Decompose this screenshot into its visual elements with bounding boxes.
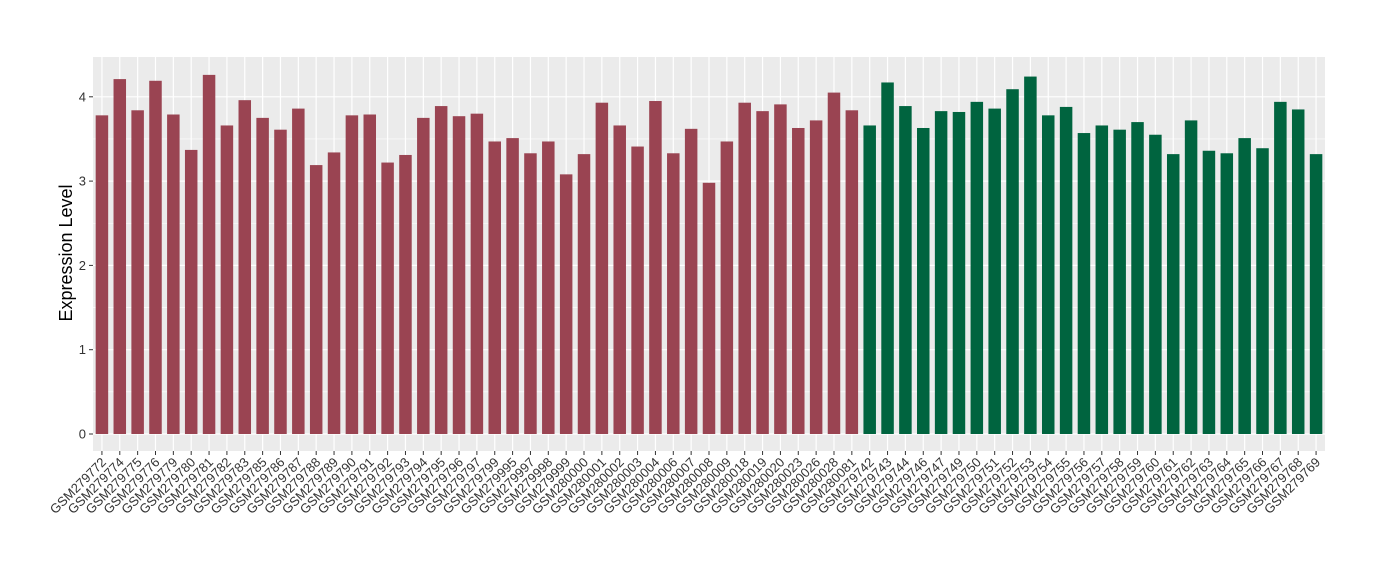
bar	[1077, 133, 1091, 434]
bar	[220, 125, 234, 434]
y-tick-label: 1	[79, 342, 86, 357]
y-tick-label: 3	[79, 174, 86, 189]
bar	[381, 162, 394, 434]
bar	[756, 111, 769, 435]
bar	[327, 152, 341, 435]
bar	[292, 108, 305, 435]
y-axis: 0 1 2 3 4	[79, 89, 93, 442]
bar	[470, 113, 484, 434]
bar	[934, 111, 948, 435]
bar	[274, 129, 287, 434]
bars	[95, 74, 1323, 435]
bar	[595, 102, 609, 435]
bar	[863, 125, 876, 434]
bar	[1309, 154, 1323, 434]
bar	[881, 82, 894, 435]
bar	[613, 125, 626, 434]
bar	[256, 117, 269, 434]
bar	[667, 153, 680, 434]
bar	[452, 116, 466, 435]
bar	[131, 110, 144, 435]
bar	[952, 111, 966, 434]
bar	[113, 79, 127, 435]
bar	[1220, 153, 1234, 434]
bar	[184, 149, 198, 434]
bar	[417, 117, 430, 434]
bar	[720, 141, 734, 434]
bar	[1059, 106, 1073, 434]
bar	[845, 110, 859, 435]
bar	[1131, 122, 1144, 434]
bar	[434, 106, 448, 434]
bar	[899, 106, 912, 434]
bar	[1274, 101, 1287, 434]
bar	[1291, 109, 1305, 434]
bar	[577, 154, 591, 434]
bar	[1113, 129, 1126, 434]
bar	[149, 80, 162, 435]
bar	[1256, 148, 1269, 434]
bar	[631, 146, 644, 435]
bar	[738, 102, 751, 435]
bar	[95, 115, 109, 434]
bar	[702, 182, 716, 434]
bar	[524, 153, 537, 434]
bar	[399, 154, 412, 435]
y-tick-label: 4	[79, 89, 86, 104]
x-axis: GSM279772GSM279774GSM279775GSM279776GSM2…	[47, 451, 1323, 517]
bar	[542, 141, 555, 434]
bar	[1006, 89, 1019, 434]
bar	[792, 127, 805, 434]
bar	[363, 114, 377, 435]
bar	[827, 92, 841, 435]
bar	[309, 165, 323, 434]
bar	[809, 120, 823, 435]
bar	[970, 101, 984, 434]
bar	[988, 108, 1001, 435]
bar	[1184, 120, 1198, 435]
bar	[167, 114, 180, 435]
bar	[649, 101, 662, 434]
bar	[506, 138, 519, 434]
bar	[1095, 125, 1109, 434]
bar	[488, 141, 501, 434]
bar	[917, 127, 930, 434]
bar	[559, 174, 573, 434]
bar	[1238, 138, 1251, 434]
bar	[202, 74, 216, 434]
bar	[238, 100, 252, 434]
bar	[1166, 154, 1180, 434]
bar	[1041, 115, 1055, 434]
bar	[774, 104, 787, 435]
bar	[345, 115, 359, 434]
bar	[1202, 150, 1216, 434]
y-axis-title: Expression Level	[56, 184, 76, 321]
bar	[1149, 134, 1162, 435]
y-tick-label: 2	[79, 258, 86, 273]
bar	[684, 128, 698, 435]
y-tick-label: 0	[79, 427, 86, 442]
bar	[1024, 76, 1037, 435]
